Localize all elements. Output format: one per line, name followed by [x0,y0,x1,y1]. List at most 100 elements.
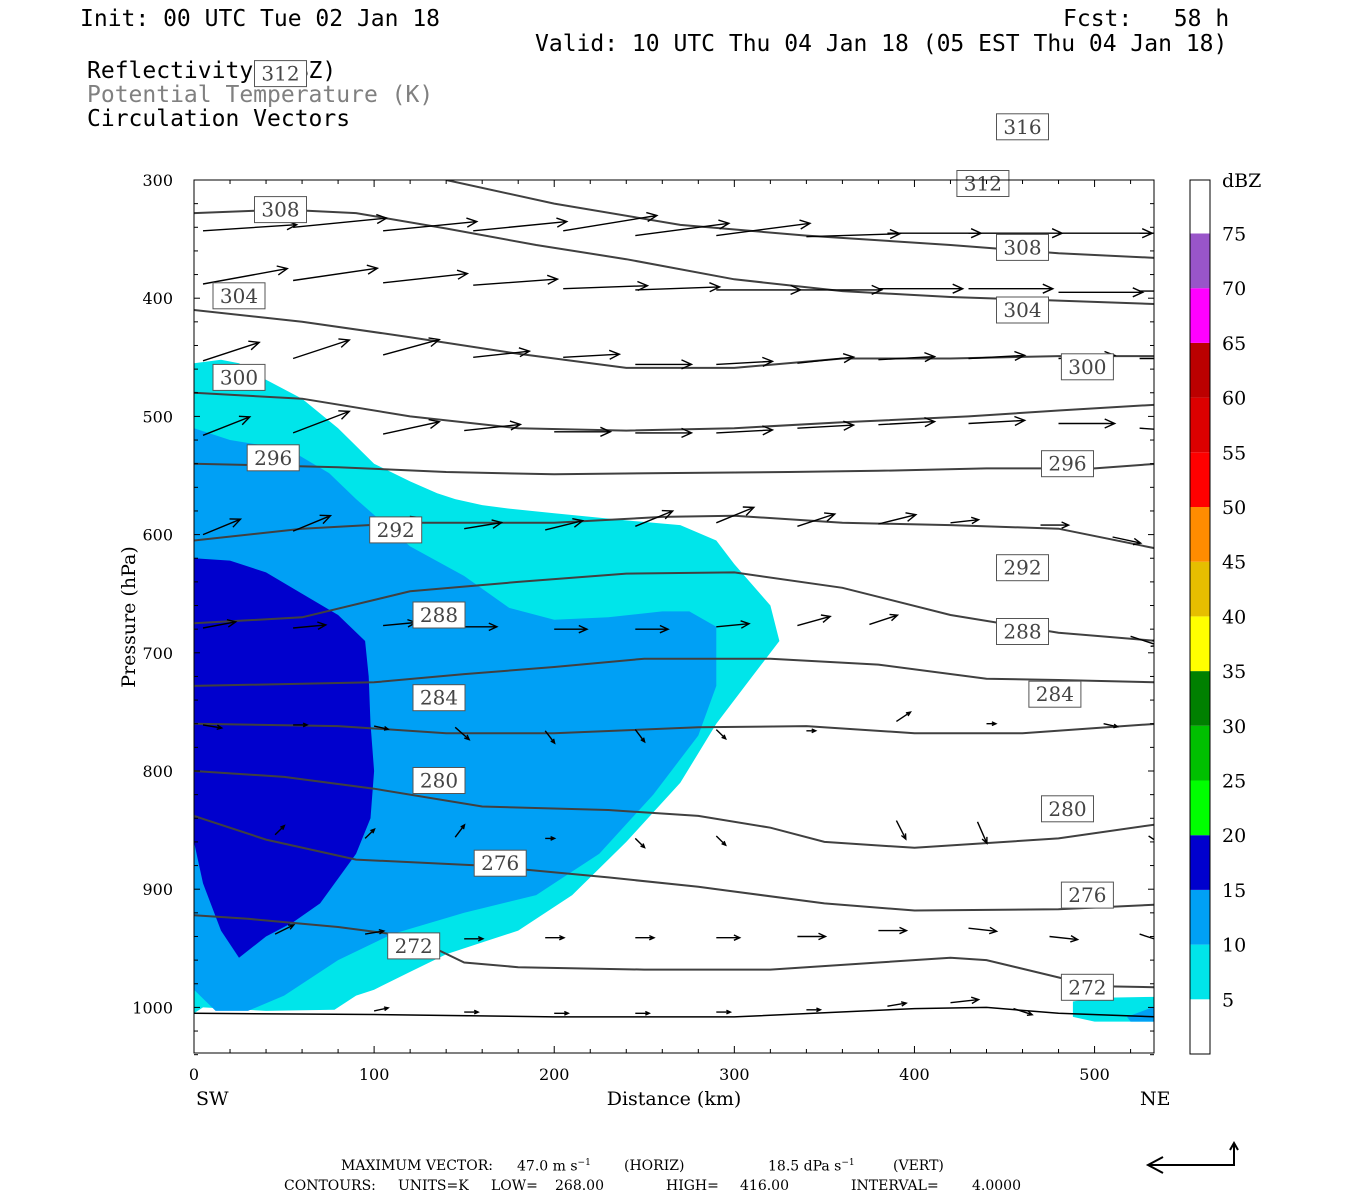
circulation-vector [635,219,731,237]
circulation-vector [1103,723,1120,729]
theta-label-box-288 [996,618,1049,645]
theta-contour-304 [194,391,1154,432]
circulation-vector [1148,835,1154,843]
theta-label-box-308 [254,196,307,224]
footer-max-vector-horiz: 47.0 m s−1 [517,1158,591,1175]
circulation-vector [454,726,471,741]
colorbar-label-20: 20 [1222,825,1246,847]
surface-layer [194,1006,1154,1018]
axes-layer: 300 400 500 600 700 800 900 1000 0 100 200 300 400 50… [132,171,1154,1084]
circulation-vector [716,620,751,629]
colorbar-segment-30 [1190,671,1210,726]
colorbar-segment-20 [1190,780,1210,836]
footer-high-label: HIGH= [666,1178,719,1194]
circulation-vector [968,926,999,935]
theta-label-308: 308 [261,198,299,222]
theta-label-276: 276 [481,851,519,875]
theta-label-box-288 [412,601,466,629]
footer-vert-tag: (VERT) [893,1158,944,1174]
circulation-vector [202,518,243,536]
circulation-vector [968,415,1027,427]
plot-frame [193,179,1155,1054]
circulation-vector [878,926,909,935]
colorbar-label-70: 70 [1222,278,1246,300]
circulation-vector [382,337,441,356]
circulation-vector [554,1010,571,1016]
circulation-vector [878,283,965,294]
colorbar-segment-55 [1190,397,1210,453]
circulation-vector [716,506,756,524]
theta-label-280: 280 [420,769,458,793]
theta-label-box-292 [996,554,1049,582]
circulation-vector [464,936,485,942]
footer-low-value: 268.00 [555,1178,604,1194]
theta-label-300: 300 [1068,355,1106,379]
theta-contour-296 [194,514,1154,550]
colorbar-label-15: 15 [1222,880,1246,902]
theta-label-box-276 [1060,881,1114,909]
theta-contour-316 [445,180,1154,259]
circulation-vector [716,219,812,237]
theta-label-308: 308 [1003,235,1041,259]
colorbar-segment-below-5 [1190,999,1210,1054]
circulation-vector [1040,521,1071,529]
theta-label-box-300 [212,363,266,391]
circulation-vector [554,426,613,437]
y-tick-label: 300 [142,171,173,190]
field-vectors-title: Circulation Vectors [87,106,351,132]
circulation-vector [454,823,466,838]
circulation-vector [202,340,261,362]
theta-label-288: 288 [1003,620,1041,644]
circulation-vector [1058,418,1117,429]
circulation-vector [716,934,742,941]
circulation-vector [554,624,589,634]
theta-contour-288 [194,657,1154,687]
circulation-vector [635,282,722,293]
colorbar-frame [1189,179,1211,1055]
theta-label-272: 272 [1068,975,1106,999]
circulation-vector [1112,536,1143,546]
theta-label-box-292 [369,516,423,544]
y-tick-label: 600 [142,526,173,545]
x-tick-label: 0 [189,1065,199,1084]
theta-label-layer: 272 272 276 276 280 280 284 284 288 288 292 292 296 2… [212,60,1114,1001]
circulation-vector [1139,427,1154,430]
circulation-vector [563,211,659,232]
circulation-vector [715,729,727,740]
circulation-vector [382,418,441,435]
x-axis-title: Distance (km) [607,1088,742,1110]
x-tick-label: 300 [719,1065,750,1084]
footer-max-vector-vert: 18.5 dPa s−1 [768,1158,855,1175]
x-left-direction-label: SW [196,1088,229,1110]
circulation-vector [635,934,656,941]
colorbar-segment-35 [1190,616,1210,672]
circulation-vector [383,217,479,232]
footer-max-vector-label: MAXIMUM VECTOR: [341,1158,493,1174]
footer-interval-label: INTERVAL= [851,1178,939,1194]
colorbar-segment-60 [1190,342,1210,398]
circulation-vector [464,420,523,432]
theta-label-292: 292 [377,518,415,542]
theta-contour-300 [194,462,1154,476]
circulation-vector [292,264,380,282]
theta-contour-312 [194,208,1154,305]
circulation-vector [473,217,569,232]
x-tick-label: 500 [1079,1065,1110,1084]
circulation-vector [293,621,328,631]
circulation-vector [968,350,1027,362]
theta-label-296: 296 [254,446,292,470]
circulation-vector [950,516,981,525]
theta-contour-276 [194,814,1154,912]
circulation-vector [635,1010,652,1016]
theta-label-box-312 [254,60,307,88]
theta-label-box-296 [1041,450,1094,478]
circulation-vector [1139,290,1154,292]
circulation-vector [364,929,386,935]
colorbar-segment-65 [1190,288,1210,343]
colorbar-label-30: 30 [1222,716,1246,738]
circulation-vector [895,820,907,841]
circulation-vector [545,934,566,941]
theta-contour-layer [194,180,1154,989]
circulation-vector [986,721,998,727]
circulation-vector [1013,1007,1034,1016]
